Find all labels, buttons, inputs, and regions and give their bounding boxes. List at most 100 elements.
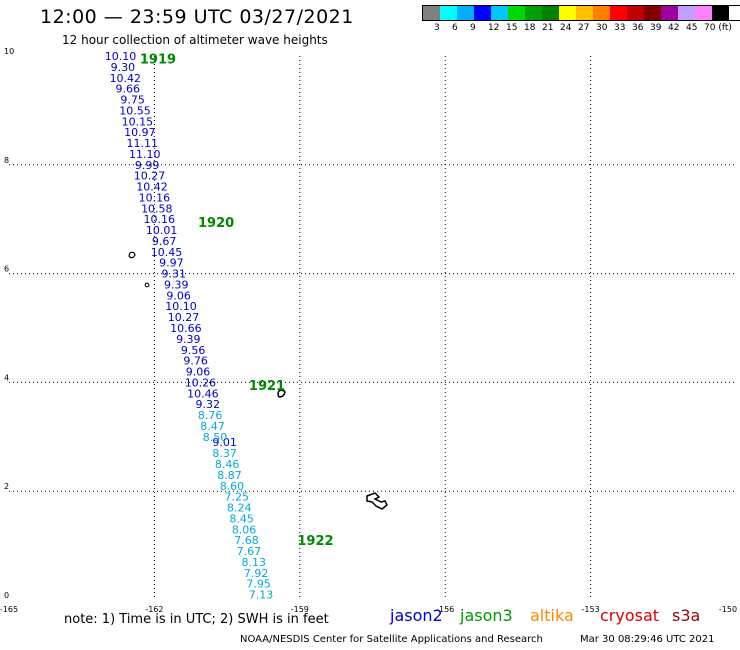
time-label: 1922 [297, 534, 333, 549]
x-tick-label: -165 [0, 605, 18, 614]
data-point-label: 9.56 [181, 344, 206, 357]
grid [9, 56, 736, 600]
data-point-label: 10.16 [139, 191, 171, 204]
mission-s3a: s3a [672, 606, 701, 625]
legend-label: 36 [632, 23, 644, 33]
legend-label: 39 [650, 23, 662, 33]
legend-swatch [610, 6, 627, 20]
data-point-label: 10.16 [143, 213, 175, 226]
data-point-label: 10.27 [168, 311, 200, 324]
legend-label: 24 [560, 23, 572, 33]
data-point-label: 8.06 [232, 523, 257, 536]
legend-label: 42 [668, 23, 680, 33]
islands [128, 251, 388, 510]
legend-label: 18 [524, 23, 536, 33]
data-point-label: 7.92 [244, 567, 269, 580]
island-shape [366, 492, 388, 510]
island-shape [144, 282, 150, 288]
legend-swatch [508, 6, 525, 20]
x-tick-label: -156 [436, 605, 454, 614]
island-shape [128, 251, 136, 259]
legend-swatch [644, 6, 661, 20]
data-point-label: 8.46 [215, 458, 240, 471]
data-point-label: 11.11 [127, 137, 159, 150]
legend-swatch [525, 6, 542, 20]
y-tick-label: 2 [4, 482, 9, 491]
data-point-label: 7.67 [237, 545, 262, 558]
legend-label: 12 [488, 23, 500, 33]
data-point-label: 10.55 [119, 104, 151, 117]
data-point-label: 10.01 [146, 224, 178, 237]
data-point-label: 7.95 [246, 578, 271, 591]
data-point-label: 8.50 [203, 431, 228, 444]
data-point-label: 10.46 [187, 387, 219, 400]
legend-swatch [695, 6, 712, 20]
legend-swatch [423, 6, 440, 20]
data-point-label: 10.15 [122, 115, 154, 128]
legend-color-bar [422, 5, 740, 21]
timestamp-text: Mar 30 08:29:46 UTC 2021 [580, 634, 715, 645]
time-label: 1920 [198, 216, 234, 231]
data-point-label: 8.47 [200, 420, 225, 433]
data-point-label: 8.37 [212, 447, 237, 460]
legend-label: 3 [434, 23, 440, 33]
data-point-label: 8.24 [227, 502, 252, 515]
data-point-label: 8.76 [198, 409, 223, 422]
data-point-label: 9.75 [120, 94, 145, 107]
data-point-label: 9.67 [152, 235, 177, 248]
time-label: 1919 [140, 53, 176, 68]
data-point-label: 10.42 [136, 181, 168, 194]
legend-swatch [712, 6, 729, 20]
data-point-label: 10.66 [170, 322, 202, 335]
mission-jason2: jason2 [390, 606, 443, 625]
data-point-label: 9.30 [111, 61, 136, 74]
y-tick-label: 4 [4, 373, 9, 382]
legend-swatch [457, 6, 474, 20]
color-legend: 3 6 9 12 15 18 21 24 27 30 33 36 39 42 45 70 (ft) [422, 5, 740, 33]
legend-label: 15 [506, 23, 518, 33]
legend-label: 21 [542, 23, 554, 33]
data-point-label: 8.13 [242, 556, 267, 569]
data-points: 10.109.3010.429.669.7510.5510.1510.9711.… [105, 50, 274, 602]
legend-swatch [559, 6, 576, 20]
data-point-label: 10.42 [110, 72, 142, 85]
data-point-label: 10.26 [185, 376, 217, 389]
axis-ticks: -165 -162 -159 -156 -153 -150 0 2 4 6 8 10 [0, 47, 737, 614]
x-tick-label: -159 [291, 605, 309, 614]
data-point-label: 9.39 [164, 278, 189, 291]
legend-swatch [440, 6, 457, 20]
legend-label: 27 [578, 23, 590, 33]
data-point-label: 10.97 [124, 126, 156, 139]
data-point-label: 9.66 [115, 83, 140, 96]
legend-label: 6 [452, 23, 458, 33]
legend-swatch [576, 6, 593, 20]
x-tick-label: -153 [582, 605, 600, 614]
data-point-label: 11.10 [129, 148, 161, 161]
legend-swatch [593, 6, 610, 20]
y-tick-label: 10 [4, 47, 14, 56]
data-point-label: 9.99 [135, 159, 160, 172]
legend-label: 30 [596, 23, 608, 33]
data-point-label: 9.06 [186, 366, 211, 379]
data-point-label: 9.01 [212, 436, 237, 449]
data-point-label: 7.25 [225, 491, 250, 504]
legend-swatch [491, 6, 508, 20]
data-point-label: 10.10 [105, 50, 137, 63]
data-point-label: 8.45 [229, 512, 254, 525]
chart-subtitle: 12 hour collection of altimeter wave hei… [62, 33, 328, 47]
legend-swatch [678, 6, 695, 20]
data-point-label: 7.68 [234, 534, 259, 547]
legend-swatch [474, 6, 491, 20]
legend-labels: 3 6 9 12 15 18 21 24 27 30 33 36 39 42 45 70 (ft) [422, 21, 740, 33]
data-point-label: 10.27 [134, 170, 166, 183]
legend-swatch [542, 6, 559, 20]
data-point-label: 7.13 [249, 589, 274, 602]
credit-text: NOAA/NESDIS Center for Satellite Applica… [240, 634, 543, 645]
y-tick-label: 0 [4, 591, 9, 600]
x-tick-label: -162 [145, 605, 163, 614]
data-point-label: 9.39 [176, 333, 201, 346]
time-labels: 1919 1920 1921 1922 [140, 53, 334, 549]
time-label: 1921 [249, 379, 285, 394]
legend-label: 33 [614, 23, 626, 33]
island-shape [277, 389, 286, 398]
